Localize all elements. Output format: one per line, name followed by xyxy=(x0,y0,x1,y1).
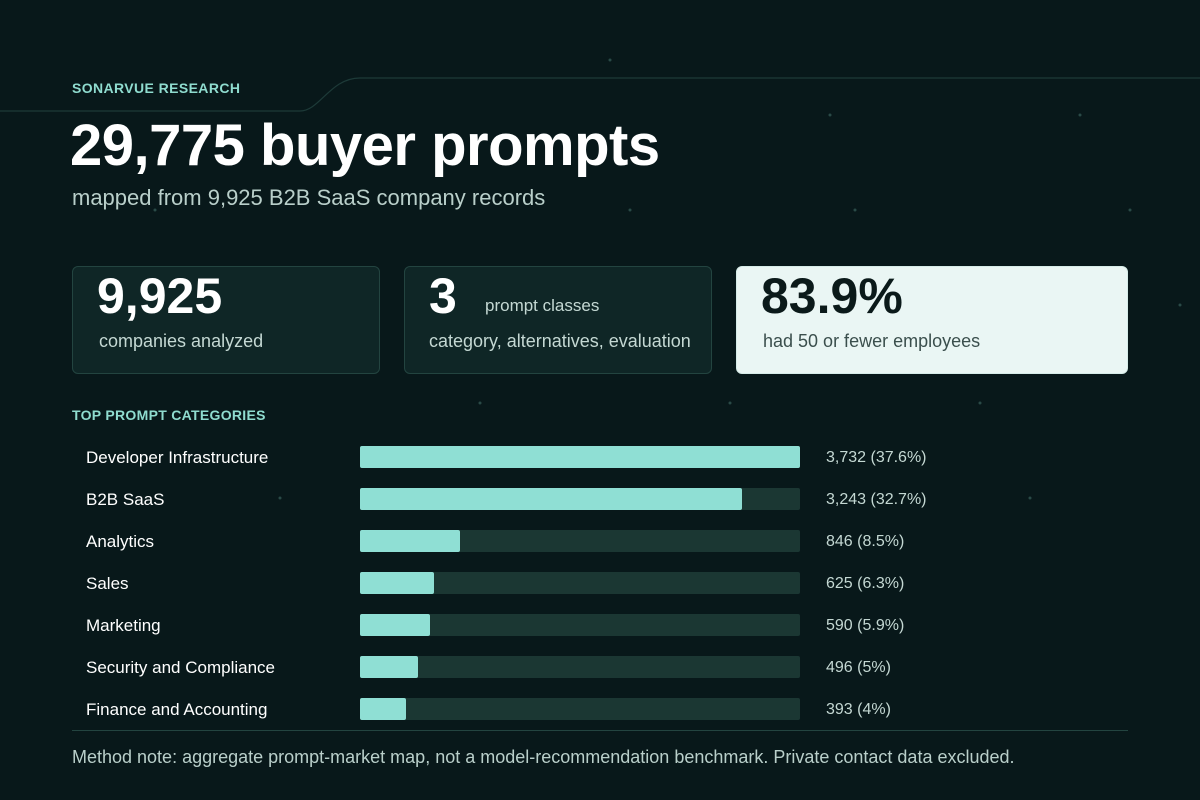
bar-category-label: Security and Compliance xyxy=(86,658,275,677)
bar-value-label: 3,732 (37.6%) xyxy=(826,449,927,466)
bar-track xyxy=(360,530,800,552)
stat-value: 83.9% xyxy=(761,268,903,324)
eyebrow-label: SONARVUE RESEARCH xyxy=(72,80,241,96)
bar-category-label: Finance and Accounting xyxy=(86,700,268,719)
bar-category-label: Marketing xyxy=(86,616,161,635)
bar xyxy=(360,530,460,552)
stat-card-prompt-classes: 3 prompt classes category, alternatives,… xyxy=(404,266,712,374)
stat-inline-label: prompt classes xyxy=(485,296,600,315)
stat-value: 9,925 xyxy=(97,268,223,324)
bar-value-label: 496 (5%) xyxy=(826,659,891,676)
bar xyxy=(360,572,434,594)
bar-category-label: B2B SaaS xyxy=(86,490,165,509)
method-note: Method note: aggregate prompt-market map… xyxy=(72,747,1015,767)
bar-value-label: 625 (6.3%) xyxy=(826,575,905,592)
page-subtitle: mapped from 9,925 B2B SaaS company recor… xyxy=(72,185,546,210)
stat-card-employees: 83.9% had 50 or fewer employees xyxy=(736,266,1128,374)
page-title: 29,775 buyer prompts xyxy=(70,113,660,178)
bar-track xyxy=(360,698,800,720)
stat-label: companies analyzed xyxy=(99,331,264,351)
bar xyxy=(360,698,406,720)
bar xyxy=(360,488,742,510)
stat-value: 3 xyxy=(429,268,457,324)
bar-track xyxy=(360,446,800,468)
bar-track xyxy=(360,488,800,510)
bar-value-label: 3,243 (32.7%) xyxy=(826,491,927,508)
bar-track xyxy=(360,572,800,594)
bar-category-label: Sales xyxy=(86,574,129,593)
stat-card-companies: 9,925 companies analyzed xyxy=(72,266,380,374)
bar xyxy=(360,614,430,636)
bar-track xyxy=(360,614,800,636)
bar xyxy=(360,656,418,678)
bar-value-label: 393 (4%) xyxy=(826,701,891,718)
bar xyxy=(360,446,800,468)
stat-label: category, alternatives, evaluation xyxy=(429,331,691,351)
stat-label: had 50 or fewer employees xyxy=(763,331,981,351)
section-title: TOP PROMPT CATEGORIES xyxy=(72,407,266,423)
bar-category-label: Analytics xyxy=(86,532,155,551)
bar-track xyxy=(360,656,800,678)
bar-value-label: 590 (5.9%) xyxy=(826,617,905,634)
divider xyxy=(72,730,1128,731)
bar-value-label: 846 (8.5%) xyxy=(826,533,905,550)
bar-category-label: Developer Infrastructure xyxy=(86,448,269,467)
